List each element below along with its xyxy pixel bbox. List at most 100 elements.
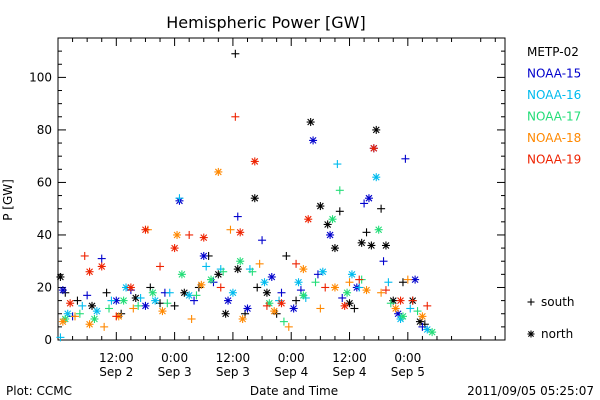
point-noaa-17-north [90, 314, 99, 323]
point-noaa-16-south [202, 262, 211, 271]
point-noaa-19-north [170, 244, 179, 253]
point-noaa-18-north [270, 307, 279, 316]
point-noaa-18-north [330, 283, 339, 292]
y-tick-label: 0 [44, 333, 52, 347]
point-noaa-17-south [75, 309, 84, 318]
point-noaa-16-south [406, 304, 415, 313]
point-noaa-16-south [333, 160, 342, 169]
x-tick-label-time: 12:00 [99, 351, 134, 365]
y-axis-label: P [GW] [1, 179, 15, 221]
x-tick-label-time: 0:00 [161, 351, 188, 365]
point-noaa-17-south [335, 186, 344, 195]
legend-marker-south [527, 298, 535, 306]
point-metp-02-north [367, 241, 376, 250]
point-noaa-16-south [355, 283, 364, 292]
point-noaa-15-north [199, 251, 208, 260]
point-noaa-19-south [231, 112, 240, 121]
legend-noaa-17: NOAA-17 [527, 110, 581, 124]
point-noaa-19-south [185, 230, 194, 239]
point-noaa-15-south [379, 257, 388, 266]
point-noaa-19-south [156, 262, 165, 271]
x-tick-label-date: Sep 4 [274, 365, 308, 379]
point-metp-02-south [335, 207, 344, 216]
point-noaa-16-south [78, 301, 87, 310]
point-noaa-16-north [347, 270, 356, 279]
point-noaa-19-north [85, 267, 94, 276]
x-axis-label: Date and Time [250, 384, 338, 398]
legend-marker-north [527, 330, 535, 338]
point-noaa-17-south [386, 299, 395, 308]
point-metp-02-north [56, 272, 65, 281]
point-noaa-19-south [423, 301, 432, 310]
point-noaa-15-north [267, 272, 276, 281]
point-noaa-19-south [262, 301, 271, 310]
point-noaa-16-north [63, 309, 72, 318]
point-noaa-18-south [284, 322, 293, 331]
point-noaa-19-south [408, 296, 417, 305]
point-metp-02-north [357, 238, 366, 247]
point-noaa-17-south [192, 291, 201, 300]
point-metp-02-south [170, 301, 179, 310]
point-noaa-18-south [129, 304, 138, 313]
point-metp-02-north [330, 244, 339, 253]
point-noaa-18-south [377, 288, 386, 297]
point-noaa-16-north [372, 173, 381, 182]
point-noaa-16-south [136, 293, 145, 302]
point-metp-02-north [262, 288, 271, 297]
point-noaa-19-north [236, 228, 245, 237]
x-tick-label-time: 12:00 [332, 351, 367, 365]
point-noaa-17-north [299, 291, 308, 300]
point-noaa-15-south [97, 254, 106, 263]
point-noaa-16-north [260, 278, 269, 287]
point-metp-02-north [131, 293, 140, 302]
point-metp-02-north [233, 265, 242, 274]
point-noaa-18-north [197, 280, 206, 289]
point-metp-02-north [316, 202, 325, 211]
legend-noaa-15: NOAA-15 [527, 67, 581, 81]
legend: METP-02 NOAA-15 NOAA-16 NOAA-17 NOAA-18 NOAA-… [527, 45, 581, 341]
chart-title: Hemispheric Power [GW] [166, 13, 365, 32]
point-noaa-16-north [228, 288, 237, 297]
point-metp-02-south [377, 204, 386, 213]
legend-noaa-19: NOAA-19 [527, 153, 581, 167]
point-noaa-17-north [398, 312, 407, 321]
point-noaa-19-north [396, 296, 405, 305]
point-noaa-15-south [233, 212, 242, 221]
point-noaa-15-south [83, 291, 92, 300]
point-noaa-18-north [214, 167, 223, 176]
point-noaa-19-north [369, 144, 378, 153]
point-noaa-19-north [277, 299, 286, 308]
point-noaa-17-north [328, 215, 337, 224]
point-noaa-18-north [418, 312, 427, 321]
x-tick-label-date: Sep 3 [158, 365, 192, 379]
point-noaa-15-north [224, 296, 233, 305]
point-noaa-17-north [119, 296, 128, 305]
point-metp-02-south [292, 296, 301, 305]
x-tick-label-time: 0:00 [394, 351, 421, 365]
point-noaa-19-north [250, 157, 259, 166]
point-metp-02-south [73, 296, 82, 305]
point-noaa-19-south [321, 283, 330, 292]
point-noaa-17-south [248, 267, 257, 276]
point-noaa-18-south [403, 275, 412, 284]
point-noaa-19-north [126, 283, 135, 292]
point-noaa-18-south [187, 314, 196, 323]
point-noaa-18-north [158, 307, 167, 316]
point-metp-02-north [372, 125, 381, 134]
point-metp-02-north [306, 118, 315, 127]
point-metp-02-south [282, 251, 291, 260]
y-tick-label: 20 [37, 280, 52, 294]
point-noaa-15-north [289, 304, 298, 313]
point-metp-02-south [253, 283, 262, 292]
point-noaa-15-south [401, 154, 410, 163]
point-noaa-17-south [311, 278, 320, 287]
point-noaa-18-south [226, 225, 235, 234]
plot-frame [57, 37, 506, 341]
point-noaa-16-north [318, 267, 327, 276]
point-noaa-15-north [58, 286, 67, 295]
point-metp-02-north [381, 241, 390, 250]
point-noaa-19-south [292, 259, 301, 268]
point-noaa-17-north [236, 257, 245, 266]
point-metp-02-north [323, 220, 332, 229]
